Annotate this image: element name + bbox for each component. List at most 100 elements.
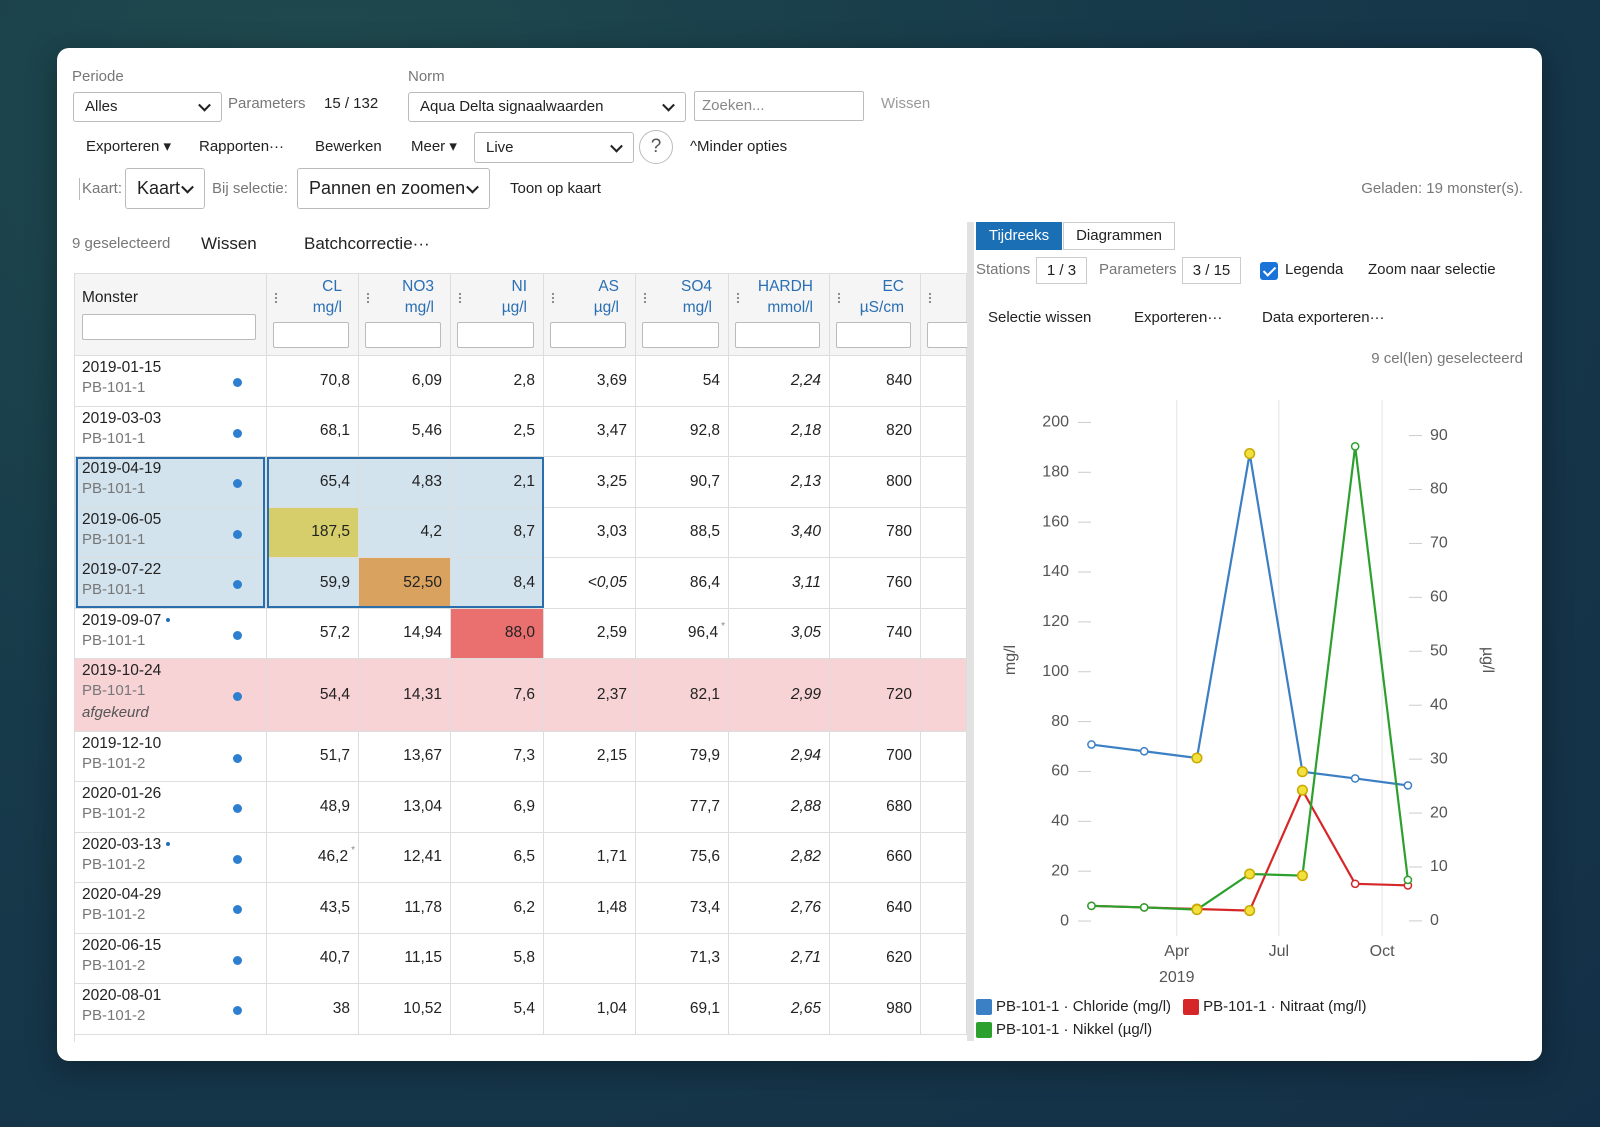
value-cell[interactable]: 88,5 [636,507,729,558]
value-cell[interactable]: 2,82 [729,832,830,883]
value-cell[interactable]: 77,7 [636,782,729,833]
value-cell[interactable]: 3,03 [544,507,636,558]
sample-cell[interactable]: 2019-09-07 PB-101-1 [75,608,267,659]
value-cell[interactable]: 760 [830,558,921,609]
value-cell[interactable]: 640 [830,883,921,934]
menu-item[interactable]: Meer ▾ [411,138,457,155]
value-cell[interactable]: 92,8 [636,406,729,457]
panel-action[interactable]: Selectie wissen [988,309,1092,326]
panel-action[interactable]: Data exporteren··· [1262,309,1385,326]
value-cell[interactable]: 54 [636,356,729,407]
sample-cell[interactable]: 2019-03-03 PB-101-1 [75,406,267,457]
value-cell[interactable]: 620 [830,933,921,984]
sample-cell[interactable]: 2019-06-05 PB-101-1 [75,507,267,558]
legend-item[interactable]: PB-101-1 · Nitraat (mg/l) [1183,997,1366,1017]
sample-cell[interactable]: 2020-03-13 PB-101-2 [75,832,267,883]
value-cell[interactable]: 68,1 [267,406,359,457]
filter-input[interactable] [457,322,534,348]
value-cell[interactable]: 1,48 [544,883,636,934]
filter-input[interactable] [836,322,911,348]
value-cell[interactable]: 5,8 [451,933,544,984]
value-cell[interactable]: 5,4 [451,984,544,1035]
value-cell[interactable]: 11,15 [359,933,451,984]
legend-item[interactable]: PB-101-1 · Nikkel (µg/l) [976,1020,1152,1040]
value-cell[interactable]: 13,04 [359,782,451,833]
mode-select[interactable]: Live [474,132,634,163]
value-cell[interactable]: 52,50 [359,558,451,609]
value-cell[interactable]: 2,99 [729,659,830,732]
value-cell[interactable]: 980 [830,984,921,1035]
value-cell[interactable]: 40,7 [267,933,359,984]
value-cell[interactable]: 187,5 [267,507,359,558]
clear-button[interactable]: Wissen [201,234,257,253]
filter-input[interactable] [642,322,719,348]
value-cell[interactable]: 59,9 [267,558,359,609]
value-cell[interactable]: 90,7 [636,457,729,508]
value-cell[interactable]: 71,3 [636,933,729,984]
selection-select[interactable]: Pannen en zoomen [297,168,490,209]
value-cell[interactable]: 5,46 [359,406,451,457]
stations-box[interactable]: 1 / 3 [1036,257,1087,284]
menu-item[interactable]: Rapporten··· [199,138,285,155]
filter-input[interactable] [82,314,256,340]
value-cell[interactable]: 13,67 [359,731,451,782]
value-cell[interactable]: 48,9 [267,782,359,833]
sample-cell[interactable]: 2019-04-19 PB-101-1 [75,457,267,508]
value-cell[interactable]: 79,9 [636,731,729,782]
panel-action[interactable]: Exporteren··· [1134,309,1223,326]
value-cell[interactable]: 75,6 [636,832,729,883]
sample-cell[interactable]: 2020-06-15 PB-101-2 [75,933,267,984]
filter-input[interactable] [273,322,349,348]
value-cell[interactable]: 820 [830,406,921,457]
value-cell[interactable]: 2,71 [729,933,830,984]
value-cell[interactable]: 720 [830,659,921,732]
value-cell[interactable]: 7,3 [451,731,544,782]
value-cell[interactable]: 2,1 [451,457,544,508]
value-cell[interactable]: 38 [267,984,359,1035]
sample-cell[interactable]: 2020-08-01 PB-101-2 [75,984,267,1035]
value-cell[interactable]: 86,4 [636,558,729,609]
legend-checkbox[interactable] [1260,262,1278,280]
tab[interactable]: Tijdreeks [976,222,1062,250]
value-cell[interactable]: 65,4 [267,457,359,508]
value-cell[interactable]: 6,9 [451,782,544,833]
value-cell[interactable]: 88,0 [451,608,544,659]
value-cell[interactable]: 4,2 [359,507,451,558]
menu-item[interactable]: Bewerken [315,138,382,155]
search-clear[interactable]: Wissen [881,95,931,112]
map-select[interactable]: Kaart [125,168,205,209]
value-cell[interactable]: 780 [830,507,921,558]
sample-cell[interactable]: 2020-04-29 PB-101-2 [75,883,267,934]
value-cell[interactable]: 2,18 [729,406,830,457]
period-select[interactable]: Alles [73,92,222,122]
value-cell[interactable]: 660 [830,832,921,883]
value-cell[interactable]: 1,04 [544,984,636,1035]
value-cell[interactable]: 2,5 [451,406,544,457]
value-cell[interactable]: 840 [830,356,921,407]
value-cell[interactable]: 4,83 [359,457,451,508]
value-cell[interactable]: 3,05 [729,608,830,659]
value-cell[interactable]: 2,8 [451,356,544,407]
value-cell[interactable]: 2,88 [729,782,830,833]
value-cell[interactable]: 2,13 [729,457,830,508]
value-cell[interactable]: 2,94 [729,731,830,782]
value-cell[interactable]: 57,2 [267,608,359,659]
value-cell[interactable]: 69,1 [636,984,729,1035]
filter-input[interactable] [365,322,441,348]
value-cell[interactable]: 680 [830,782,921,833]
value-cell[interactable]: 10,52 [359,984,451,1035]
batch-button[interactable]: Batchcorrectie··· [304,234,430,253]
zoom-button[interactable]: Zoom naar selectie [1368,261,1496,278]
sample-cell[interactable]: 2019-10-24 PB-101-1 afgekeurd [75,659,267,732]
filter-input[interactable] [735,322,820,348]
value-cell[interactable]: 7,6 [451,659,544,732]
parameters-box[interactable]: 3 / 15 [1182,257,1241,284]
value-cell[interactable]: 70,8 [267,356,359,407]
value-cell[interactable]: 73,4 [636,883,729,934]
sample-cell[interactable]: 2019-01-15 PB-101-1 [75,356,267,407]
legend-item[interactable]: PB-101-1 · Chloride (mg/l) [976,997,1171,1017]
value-cell[interactable]: 14,31 [359,659,451,732]
value-cell[interactable]: 8,7 [451,507,544,558]
filter-input[interactable] [550,322,626,348]
value-cell[interactable]: 96,4 * [636,608,729,659]
